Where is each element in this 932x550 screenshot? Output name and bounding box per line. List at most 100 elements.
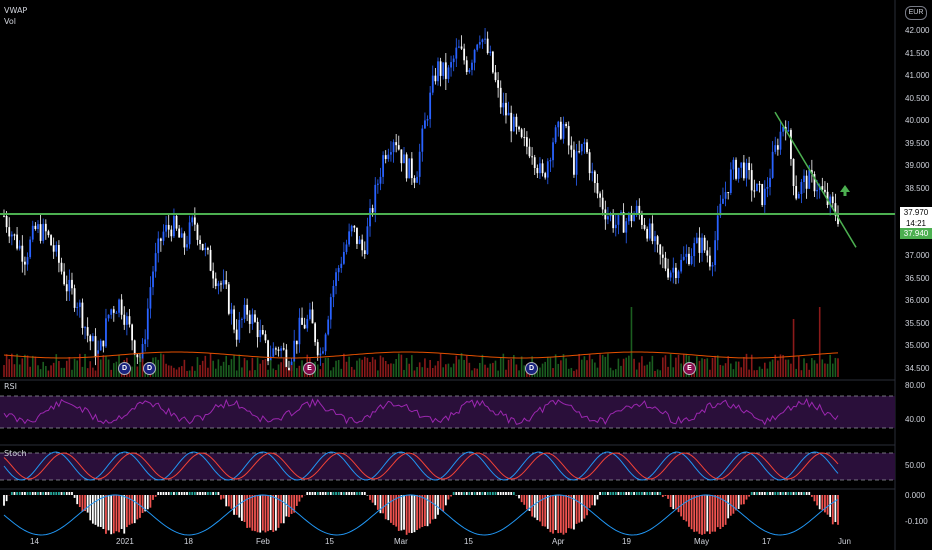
macd-bar: [227, 495, 230, 507]
volume-bar: [382, 357, 384, 377]
candle-body: [73, 288, 76, 308]
volume-bar: [591, 359, 594, 377]
price-tick-label: 39.500: [905, 138, 930, 148]
currency-button[interactable]: EUR: [905, 6, 927, 20]
time-tick-label: 18: [184, 537, 193, 546]
candle-body: [91, 336, 94, 342]
macd-bar: [99, 495, 102, 527]
candle-body: [24, 261, 26, 265]
candle-body: [633, 214, 635, 222]
candle-body: [677, 271, 680, 279]
legend-rsi[interactable]: RSI: [4, 382, 17, 391]
volume-bar: [499, 357, 502, 377]
macd-bar: [661, 495, 664, 498]
candle-body: [669, 272, 672, 278]
volume-bar: [416, 366, 418, 377]
candle-body: [178, 228, 181, 238]
candle-body: [356, 227, 358, 244]
macd-bar: [76, 495, 79, 505]
candle-body: [829, 196, 832, 206]
volume-bar: [748, 369, 750, 377]
candle-body: [269, 356, 272, 362]
volume-bar: [379, 355, 382, 377]
candle-body: [335, 272, 337, 286]
event-marker-dividend[interactable]: D: [118, 362, 131, 375]
volume-bar: [139, 357, 141, 377]
macd-bar: [149, 495, 152, 508]
macd-bar: [520, 495, 523, 503]
candle-body: [295, 340, 298, 345]
candle-body: [821, 186, 824, 190]
legend-stoch[interactable]: Stoch: [4, 449, 27, 458]
volume-bar: [507, 359, 510, 377]
price-tick-label: 40.500: [905, 93, 930, 103]
candle-body: [123, 314, 126, 325]
volume-bar: [220, 365, 222, 377]
legend-vwap[interactable]: VWAP: [4, 6, 28, 15]
candle-body: [337, 267, 340, 273]
macd-bar: [400, 495, 403, 531]
volume-bar: [115, 361, 118, 377]
macd-bar: [175, 492, 178, 495]
volume-bar: [758, 366, 761, 377]
candle-body: [159, 238, 162, 241]
candle-body: [201, 243, 204, 251]
volume-bar: [614, 369, 617, 377]
event-marker-earnings[interactable]: E: [683, 362, 696, 375]
candle-body: [136, 354, 139, 358]
volume-bar: [479, 362, 481, 377]
candle-body: [682, 256, 685, 260]
macd-bar: [110, 495, 113, 535]
macd-bar: [771, 492, 774, 495]
volume-bar: [651, 355, 654, 377]
volume-bar: [5, 354, 8, 377]
macd-bar: [424, 495, 426, 527]
volume-bar: [264, 359, 267, 377]
macd-bar: [298, 495, 301, 502]
candle-body: [546, 161, 549, 178]
macd-bar: [159, 492, 162, 495]
macd-bar: [348, 492, 351, 495]
macd-bar: [552, 495, 554, 534]
volume-bar: [800, 370, 803, 377]
candle-body: [261, 329, 264, 335]
event-marker-dividend[interactable]: D: [143, 362, 156, 375]
candle-body: [719, 203, 722, 216]
volume-bar: [803, 358, 805, 377]
volume-bar: [792, 319, 795, 377]
macd-bar: [123, 495, 126, 534]
volume-bar: [235, 370, 238, 377]
volume-bar: [31, 355, 34, 377]
macd-bar: [340, 492, 343, 495]
volume-bar: [722, 365, 724, 377]
legend-vol[interactable]: Vol: [4, 17, 16, 26]
volume-bar: [340, 368, 343, 377]
volume-bar: [667, 366, 669, 377]
macd-bar: [332, 492, 335, 495]
volume-bar: [186, 370, 188, 377]
candle-body: [596, 183, 599, 194]
volume-bar: [609, 367, 612, 377]
event-marker-earnings[interactable]: E: [303, 362, 316, 375]
macd-bar: [478, 492, 481, 495]
volume-bar: [604, 356, 607, 377]
volume-bar: [99, 359, 102, 377]
candle-body: [612, 214, 615, 229]
candle-body: [460, 46, 463, 49]
volume-bar: [246, 360, 248, 377]
volume-bar: [745, 353, 748, 377]
macd-bar: [523, 495, 526, 505]
volume-bar: [578, 353, 580, 377]
volume-bar: [510, 358, 512, 377]
macd-bar: [808, 492, 811, 495]
macd-bar: [55, 492, 58, 495]
macd-bar: [533, 495, 536, 518]
candle-body: [306, 318, 309, 329]
candle-body: [400, 149, 403, 164]
volume-bar: [267, 369, 269, 377]
event-marker-dividend[interactable]: D: [525, 362, 538, 375]
macd-bar: [170, 492, 173, 495]
candle-body: [824, 189, 826, 192]
macd-bar: [630, 492, 633, 495]
